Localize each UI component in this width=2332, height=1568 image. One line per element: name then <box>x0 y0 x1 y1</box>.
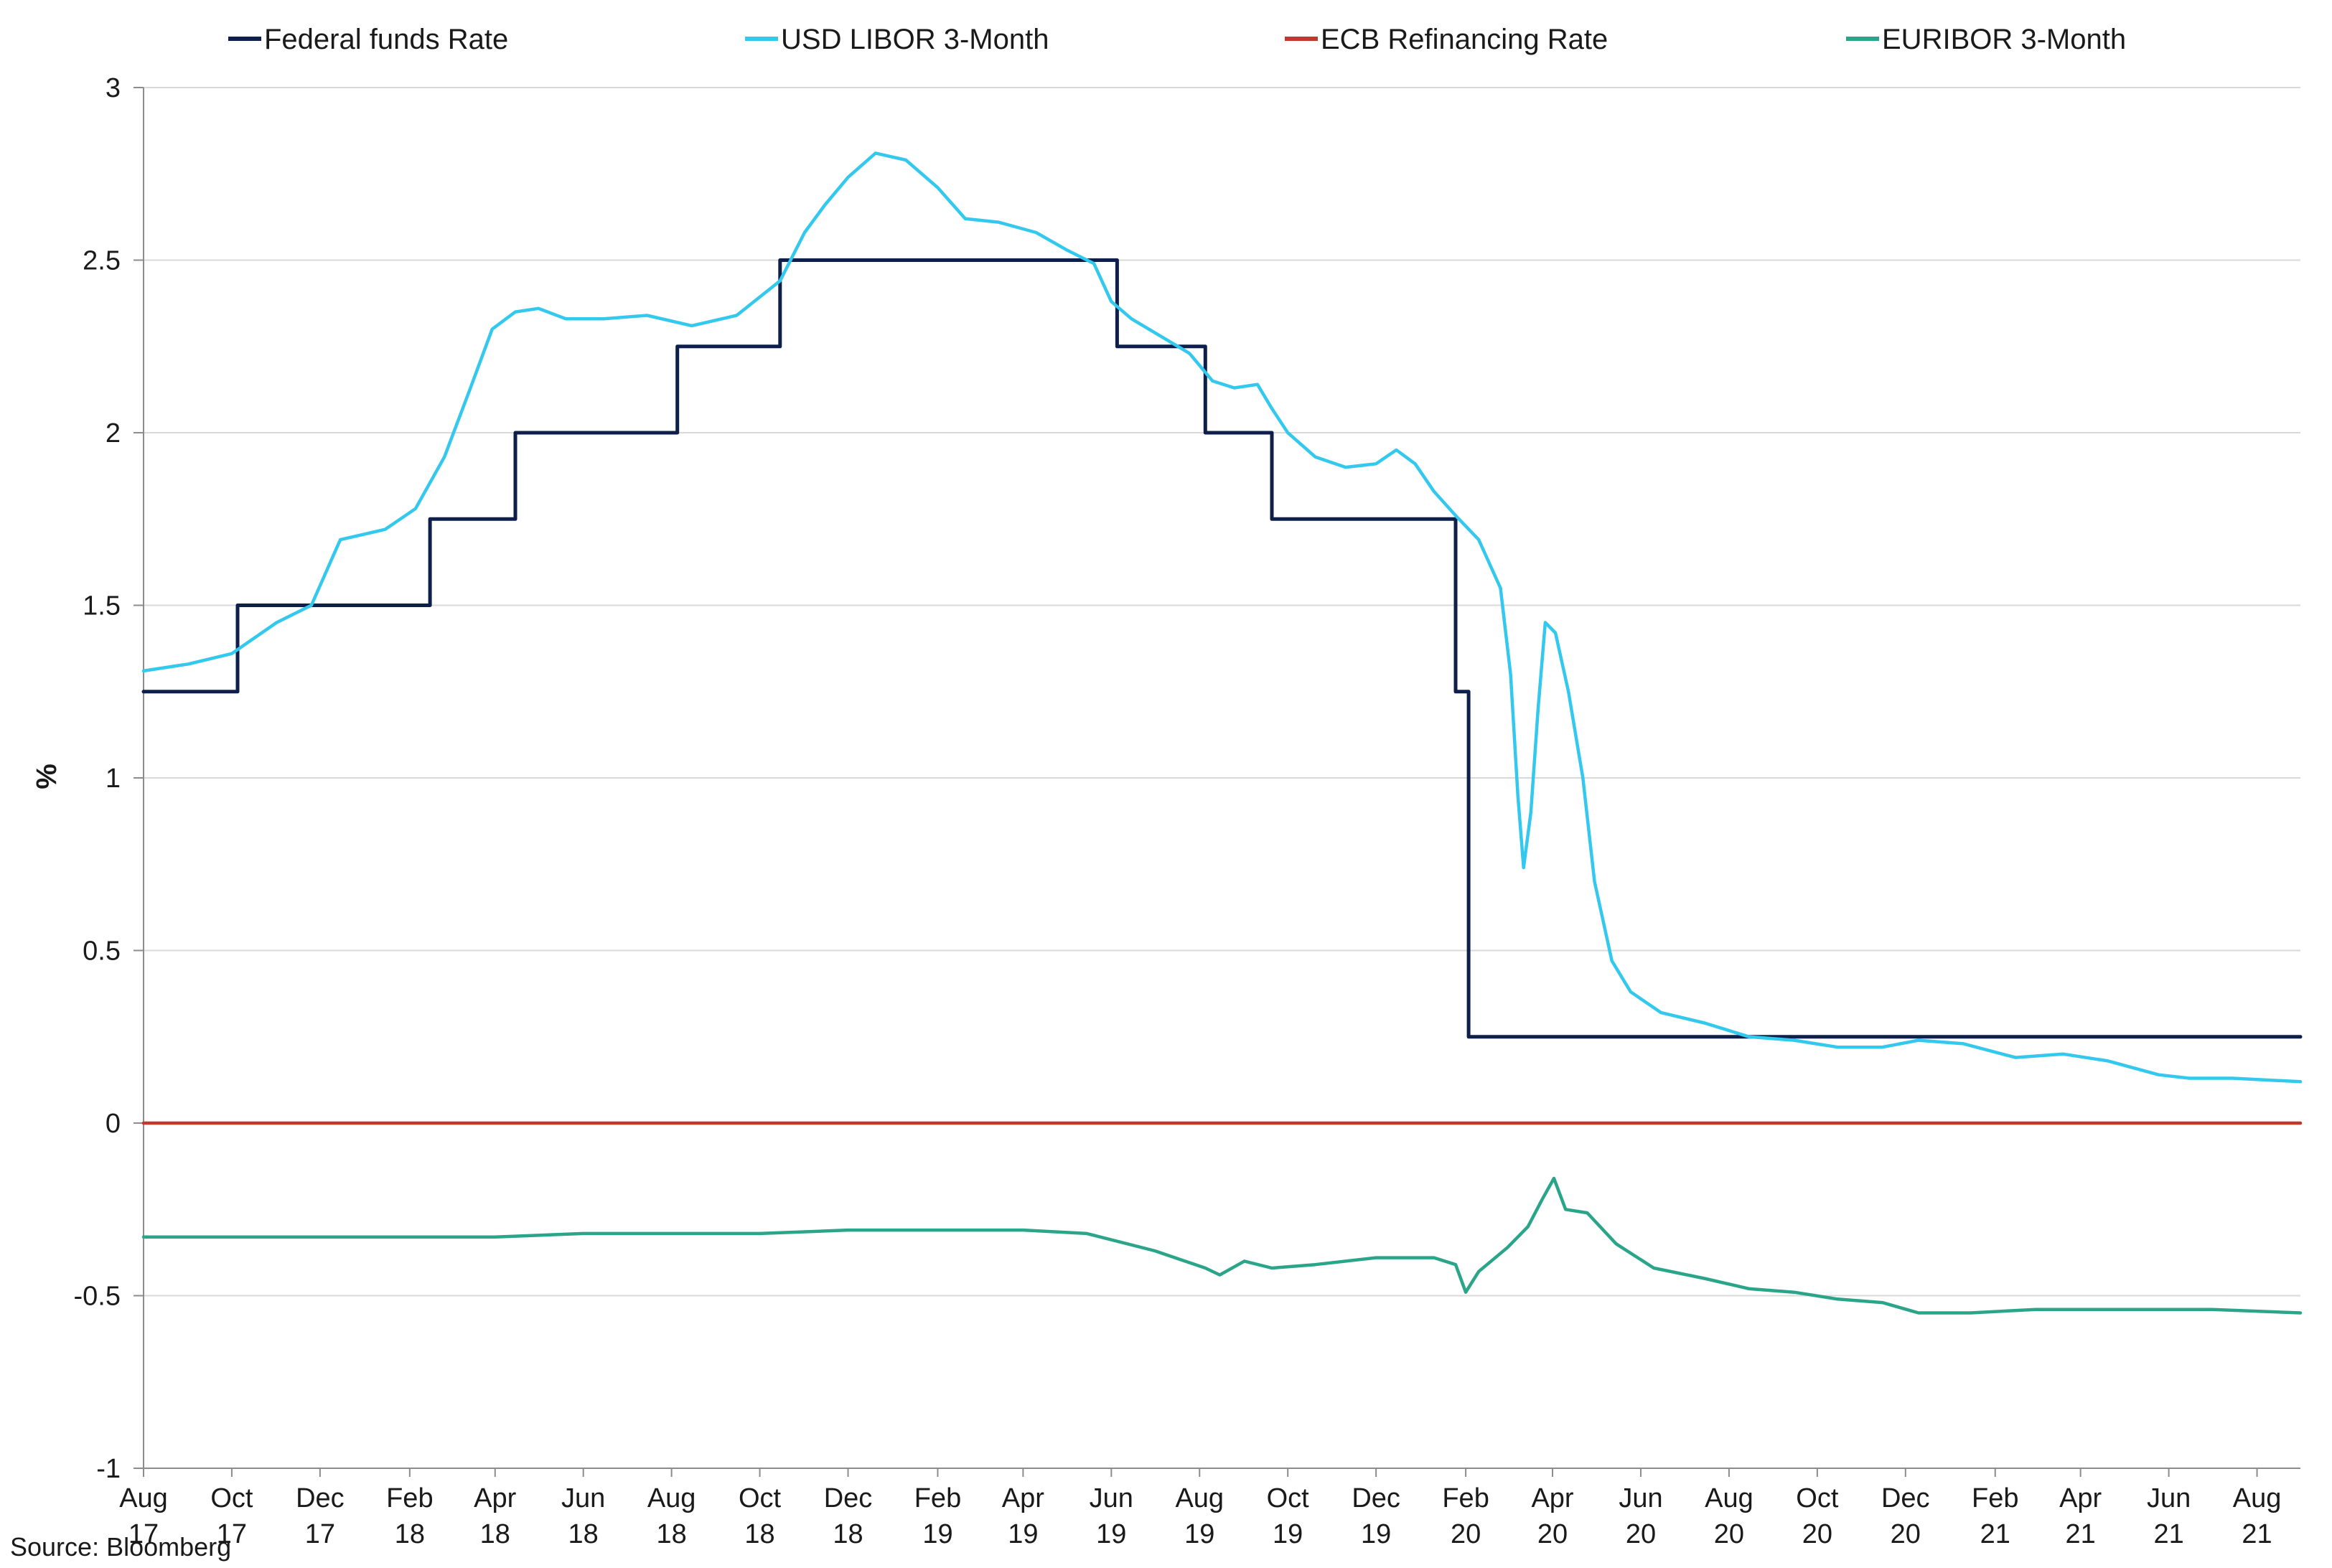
x-tick-month-label: Aug <box>119 1483 168 1513</box>
x-tick-month-label: Aug <box>1175 1483 1224 1513</box>
x-tick-month-label: Oct <box>739 1483 782 1513</box>
x-tick-month-label: Oct <box>1796 1483 1839 1513</box>
gridlines <box>144 87 2300 1469</box>
x-tick-year-label: 19 <box>1361 1519 1391 1549</box>
series-line-federal-funds-rate <box>141 258 2303 1039</box>
x-tick-month-label: Jun <box>561 1483 605 1513</box>
y-tick-label: 3 <box>106 73 121 103</box>
y-tick-label: 0.5 <box>83 936 121 967</box>
y-tick-label: -1 <box>96 1454 121 1484</box>
x-tick-year-label: 21 <box>2242 1519 2272 1549</box>
x-tick-year-label: 21 <box>1980 1519 2010 1549</box>
x-tick-year-label: 18 <box>480 1519 510 1549</box>
x-tick-month-label: Jun <box>2147 1483 2191 1513</box>
x-tick-month-label: Apr <box>1531 1483 1573 1513</box>
x-tick-year-label: 18 <box>395 1519 425 1549</box>
y-tick-label: 1 <box>106 764 121 794</box>
x-tick-month-label: Oct <box>1267 1483 1310 1513</box>
legend-label-federal-funds-rate: Federal funds Rate <box>264 24 508 55</box>
x-tick-month-label: Apr <box>2059 1483 2102 1513</box>
x-tick-year-label: 18 <box>568 1519 599 1549</box>
x-tick-month-label: Dec <box>1352 1483 1400 1513</box>
y-tick-label: 0 <box>106 1109 121 1139</box>
y-tick-label: 2 <box>106 418 121 449</box>
x-tick-month-label: Aug <box>2233 1483 2282 1513</box>
x-tick-month-label: Dec <box>296 1483 345 1513</box>
x-tick-year-label: 18 <box>656 1519 686 1549</box>
x-tick-month-label: Feb <box>1972 1483 2018 1513</box>
x-tick-month-label: Apr <box>474 1483 516 1513</box>
x-tick-month-label: Feb <box>386 1483 433 1513</box>
x-tick-month-label: Apr <box>1002 1483 1044 1513</box>
x-tick-year-label: 19 <box>922 1519 952 1549</box>
x-tick-year-label: 18 <box>744 1519 774 1549</box>
x-tick-year-label: 19 <box>1273 1519 1303 1549</box>
series-line-euribor-3-month <box>141 1176 2303 1315</box>
x-tick-month-label: Feb <box>1442 1483 1489 1513</box>
x-tick-year-label: 19 <box>1096 1519 1126 1549</box>
x-tick-month-label: Oct <box>210 1483 253 1513</box>
x-tick-year-label: 20 <box>1802 1519 1832 1549</box>
y-axis-title: % <box>31 764 62 789</box>
x-tick-year-label: 20 <box>1626 1519 1656 1549</box>
x-tick-year-label: 20 <box>1537 1519 1568 1549</box>
source-note: Source: Bloomberg <box>10 1532 231 1562</box>
axes: 32.521.510.50-0.5-1Aug17Oct17Dec17Feb18A… <box>74 73 2300 1549</box>
x-tick-year-label: 19 <box>1184 1519 1214 1549</box>
x-tick-year-label: 21 <box>2153 1519 2183 1549</box>
series-lines <box>141 151 2303 1315</box>
x-tick-month-label: Aug <box>1705 1483 1753 1513</box>
x-tick-year-label: 17 <box>217 1519 247 1549</box>
legend: Federal funds Rate USD LIBOR 3-Month ECB R… <box>228 24 2126 55</box>
x-tick-month-label: Aug <box>647 1483 696 1513</box>
x-tick-month-label: Feb <box>914 1483 961 1513</box>
x-tick-month-label: Jun <box>1090 1483 1133 1513</box>
y-tick-label: -0.5 <box>74 1282 121 1312</box>
x-tick-month-label: Dec <box>1881 1483 1930 1513</box>
y-tick-label: 1.5 <box>83 591 121 621</box>
x-tick-year-label: 17 <box>305 1519 335 1549</box>
x-tick-year-label: 20 <box>1714 1519 1744 1549</box>
y-tick-label: 2.5 <box>83 246 121 276</box>
legend-label-usd-libor-3-month: USD LIBOR 3-Month <box>781 24 1049 55</box>
x-tick-year-label: 18 <box>833 1519 863 1549</box>
x-tick-year-label: 20 <box>1891 1519 1921 1549</box>
x-tick-month-label: Jun <box>1619 1483 1662 1513</box>
x-tick-year-label: 20 <box>1451 1519 1481 1549</box>
legend-label-ecb-refinancing-rate: ECB Refinancing Rate <box>1321 24 1608 55</box>
x-tick-year-label: 17 <box>128 1519 159 1549</box>
legend-label-euribor-3-month: EURIBOR 3-Month <box>1882 24 2126 55</box>
x-tick-year-label: 19 <box>1008 1519 1038 1549</box>
x-tick-year-label: 21 <box>2066 1519 2096 1549</box>
x-tick-month-label: Dec <box>824 1483 873 1513</box>
series-line-usd-libor-3-month <box>141 151 2303 1084</box>
